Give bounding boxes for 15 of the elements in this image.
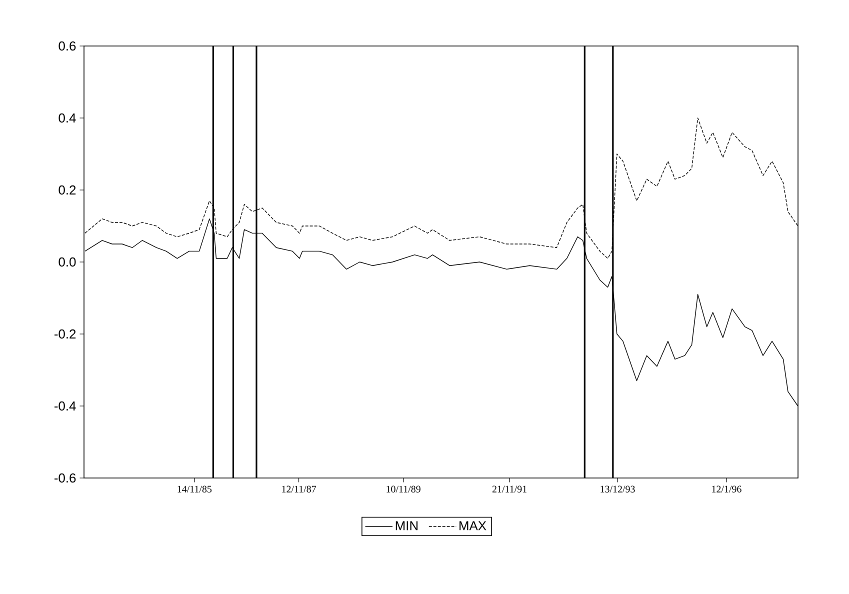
legend-label: MAX xyxy=(460,521,486,530)
y-tick-label: 0.6 xyxy=(58,41,76,51)
x-tick-label: 21/11/91 xyxy=(492,486,526,492)
x-tick-label: 13/12/93 xyxy=(600,486,635,492)
y-tick-label: -0.2 xyxy=(54,329,76,339)
x-tick-label: 12/11/87 xyxy=(282,486,316,492)
legend-label: MIN xyxy=(396,521,418,530)
y-tick-label: -0.4 xyxy=(54,401,76,411)
y-tick-label: 0.0 xyxy=(58,257,76,267)
y-tick-label: -0.6 xyxy=(54,473,76,483)
y-tick-label: 0.2 xyxy=(58,185,76,195)
x-tick-label: 10/11/89 xyxy=(386,486,420,492)
y-tick-label: 0.4 xyxy=(58,113,76,123)
x-tick-label: 12/1/96 xyxy=(712,486,742,492)
x-tick-label: 14/11/85 xyxy=(178,486,212,492)
